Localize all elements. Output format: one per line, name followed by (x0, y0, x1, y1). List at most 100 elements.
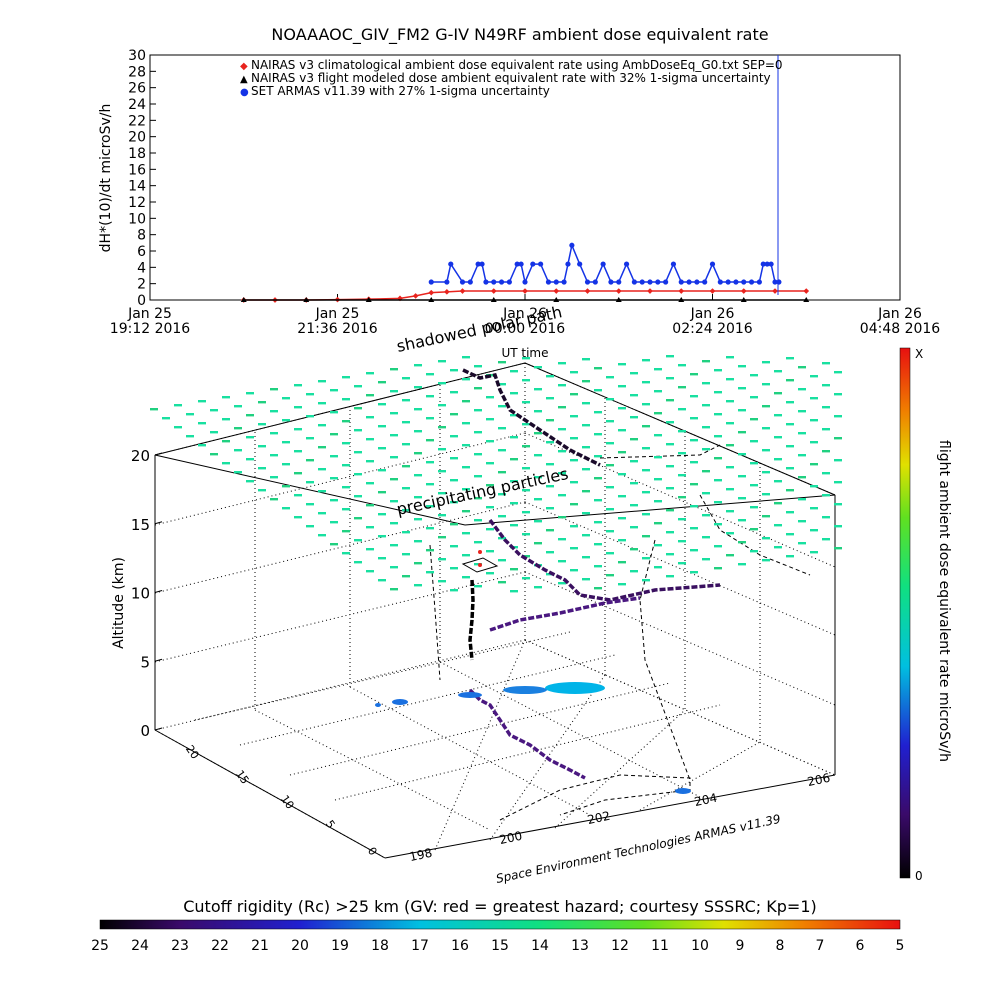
rigidity-cell (234, 471, 242, 474)
rigidity-cell (642, 381, 650, 384)
rigidity-cell (306, 525, 314, 528)
armas-point (518, 261, 524, 267)
rigidity-cell (258, 467, 266, 470)
rigidity-cell (834, 503, 842, 506)
rigidity-cell (798, 410, 806, 413)
nairas-climatological-point (615, 288, 622, 294)
rigidity-cell (342, 420, 350, 423)
figure-title: NOAAAOC_GIV_FM2 G-IV N49RF ambient dose … (271, 25, 768, 45)
rigidity-cell (378, 381, 386, 384)
top-y-tick-label: 6 (137, 244, 146, 260)
rigidity-cell (510, 392, 518, 395)
rigidity-cell (642, 359, 650, 362)
rigidity-cell (378, 403, 386, 406)
rigidity-cell (498, 361, 506, 364)
cutoff-bar-tick-label: 6 (856, 938, 865, 954)
rigidity-cell (234, 405, 242, 408)
rigidity-cell (762, 405, 770, 408)
rigidity-cell (486, 528, 494, 531)
cutoff-bar-tick-label: 24 (131, 938, 149, 954)
rigidity-cell (774, 480, 782, 483)
rigidity-cell (570, 393, 578, 396)
rigidity-cell (654, 368, 662, 371)
rigidity-cell (450, 501, 458, 504)
rigidity-cell (582, 534, 590, 537)
cutoff-bar-tick-label: 22 (211, 938, 229, 954)
rigidity-cell (570, 415, 578, 418)
rigidity-cell (282, 397, 290, 400)
rigidity-cell (510, 480, 518, 483)
nairas-flight-point (740, 297, 747, 302)
rigidity-cell (534, 542, 542, 545)
rigidity-cell (714, 479, 722, 482)
rigidity-cell (798, 432, 806, 435)
armas-point (768, 261, 774, 267)
rigidity-cell (558, 516, 566, 519)
rigidity-cell (738, 365, 746, 368)
rigidity-cell (642, 403, 650, 406)
rigidity-cell (738, 431, 746, 434)
aircraft-red-marker (478, 550, 482, 554)
rigidity-cell (546, 551, 554, 554)
rigidity-cell (810, 375, 818, 378)
rigidity-cell (582, 578, 590, 581)
rigidity-cell (378, 425, 386, 428)
rigidity-cell (330, 521, 338, 524)
rigidity-cell (474, 585, 482, 588)
rigidity-cell (594, 521, 602, 524)
rigidity-cell (510, 436, 518, 439)
rigidity-cell (354, 517, 362, 520)
rigidity-cell (738, 453, 746, 456)
rigidity-cell (726, 400, 734, 403)
top-y-tick-label: 0 (137, 293, 146, 309)
top-x-tick-label-line1: Jan 26 (877, 306, 922, 322)
rigidity-cell (546, 529, 554, 532)
cutoff-bar-tick-label: 23 (171, 938, 189, 954)
rigidity-cell (726, 532, 734, 535)
rigidity-cell (642, 491, 650, 494)
rigidity-cell (702, 558, 710, 561)
rigidity-cell (390, 434, 398, 437)
rigidity-cell (462, 488, 470, 491)
rigidity-cell (570, 481, 578, 484)
rigidity-cell (558, 428, 566, 431)
rigidity-cell (318, 490, 326, 493)
rigidity-cell (690, 549, 698, 552)
rigidity-cell (234, 427, 242, 430)
longitude-tick-label: 206 (806, 771, 831, 789)
rigidity-cell (702, 470, 710, 473)
rigidity-cell (762, 471, 770, 474)
armas-point (764, 261, 770, 267)
nairas-climatological-point (522, 288, 528, 294)
rigidity-cell (786, 357, 794, 360)
rigidity-cell (438, 492, 446, 495)
rigidity-cell (522, 401, 530, 404)
rigidity-cell (714, 523, 722, 526)
rigidity-cell (606, 464, 614, 467)
armas-point (565, 261, 571, 267)
rigidity-cell (366, 482, 374, 485)
armas-point (616, 279, 622, 285)
cutoff-bar-tick-label: 18 (371, 938, 389, 954)
rigidity-cell (270, 410, 278, 413)
rigidity-cell (426, 549, 434, 552)
rigidity-cell (678, 430, 686, 433)
armas-point (491, 279, 497, 285)
rigidity-cell (270, 454, 278, 457)
nairas-climatological-point (678, 288, 685, 294)
rigidity-cell (798, 520, 806, 523)
rigidity-cell (546, 397, 554, 400)
top-y-tick-label: 28 (128, 64, 146, 80)
rigidity-cell (618, 385, 626, 388)
armas-point (506, 279, 512, 285)
rigidity-cell (450, 369, 458, 372)
rigidity-cell (594, 499, 602, 502)
rigidity-cell (354, 539, 362, 542)
legend-text: NAIRAS v3 climatological ambient dose eq… (251, 58, 783, 72)
rigidity-cell (726, 356, 734, 359)
rigidity-cell (390, 522, 398, 525)
top-x-axis-label: UT time (501, 346, 548, 360)
rigidity-cell (750, 396, 758, 399)
